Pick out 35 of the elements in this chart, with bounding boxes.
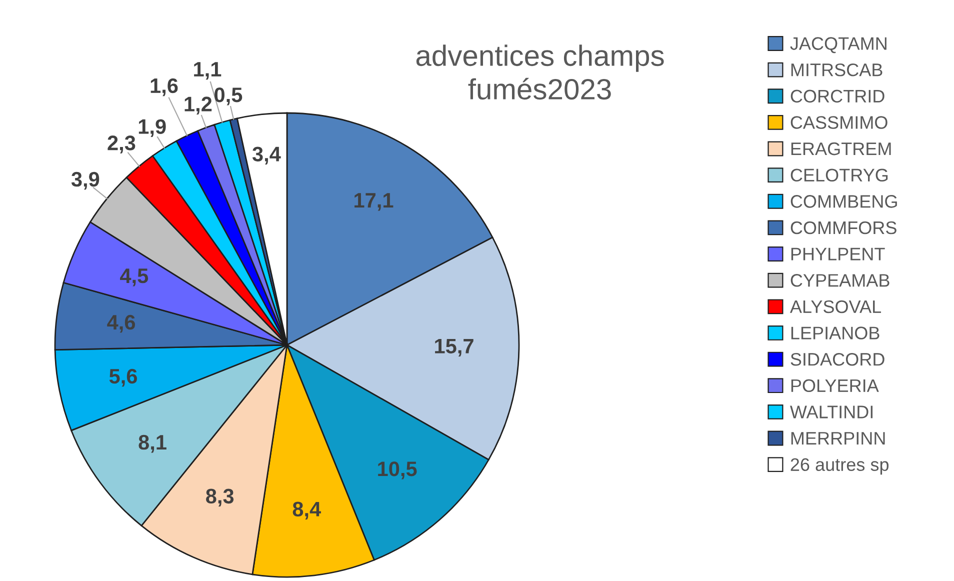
data-label: 2,3 xyxy=(108,136,136,154)
legend-label: COMMFORS xyxy=(790,221,896,234)
data-label: 1,6 xyxy=(150,78,178,96)
legend-label: LEPIANOB xyxy=(791,326,880,340)
data-label: 8,4 xyxy=(292,502,321,520)
data-label: 3,9 xyxy=(71,172,100,190)
data-label: 8,1 xyxy=(138,434,166,453)
legend-label: JACQTAMN xyxy=(790,37,886,54)
data-label: 1,9 xyxy=(138,119,166,137)
data-label: 4,6 xyxy=(107,314,136,333)
data-label: 1,1 xyxy=(194,62,222,80)
legend-label: ERAGTREM xyxy=(791,142,891,156)
legend-label: WALTINDI xyxy=(790,406,873,418)
data-label: 0,5 xyxy=(214,88,242,106)
legend-label: CORCTRID xyxy=(790,90,884,103)
legend-label: COMMBENG xyxy=(790,195,897,208)
data-label: 3,4 xyxy=(252,146,281,164)
legend-label: 26 autres sp xyxy=(790,458,889,475)
legend-label: CASSMIMO xyxy=(790,116,888,129)
data-label: 1,2 xyxy=(184,96,212,114)
data-label: 5,6 xyxy=(109,368,137,387)
data-label: 15,7 xyxy=(435,338,474,357)
legend-label: PHYLPENT xyxy=(791,248,885,260)
data-label: 8,3 xyxy=(206,488,234,507)
data-label: 10,5 xyxy=(378,461,417,480)
legend-label: MERRPINN xyxy=(791,432,885,445)
legend-label: ALYSOVAL xyxy=(790,300,881,314)
data-label: 17,1 xyxy=(354,193,394,211)
legend-label: CYPEAMAB xyxy=(790,274,890,287)
data-label: 4,5 xyxy=(120,268,148,286)
legend-label: SIDACORD xyxy=(790,352,884,366)
legend-label: POLYERIA xyxy=(791,379,879,392)
legend-label: CELOTRYG xyxy=(790,168,888,182)
legend-label: MITRSCAB xyxy=(791,63,882,76)
text: adventices champs fumés2023 xyxy=(416,44,664,100)
